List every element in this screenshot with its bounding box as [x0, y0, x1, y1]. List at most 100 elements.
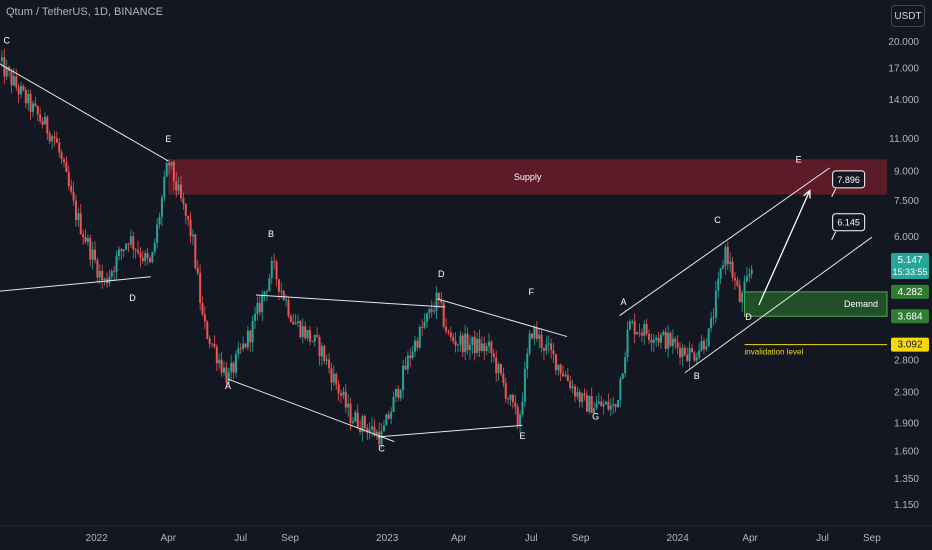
candle-body — [643, 324, 645, 336]
candle-body — [65, 162, 67, 172]
candle-body — [481, 343, 483, 350]
candle-body — [37, 106, 39, 114]
candle-body — [715, 291, 717, 318]
candle-body — [686, 355, 688, 361]
candle-body — [173, 162, 175, 181]
currency-button[interactable]: USDT — [891, 5, 925, 27]
x-tick-label: Sep — [863, 533, 881, 544]
wave-label: B — [694, 371, 700, 381]
candle-body — [717, 279, 719, 291]
candle-body — [168, 163, 170, 165]
candle-body — [218, 360, 220, 364]
candle-body — [646, 324, 648, 334]
wave-label: B — [268, 229, 274, 239]
candle-body — [483, 343, 485, 351]
candle-body — [147, 253, 149, 258]
candle-body — [388, 415, 390, 419]
candle-body — [433, 311, 435, 312]
candle-body — [178, 184, 180, 190]
candle-body — [211, 344, 213, 345]
candle-body — [584, 394, 586, 396]
candle-body — [116, 256, 118, 272]
candle-body — [471, 337, 473, 345]
candle-body — [693, 352, 695, 360]
candle-body — [660, 335, 662, 343]
candle-body — [665, 332, 667, 349]
wave-label: D — [129, 293, 136, 303]
candle-body — [744, 281, 746, 292]
candle-body — [655, 338, 657, 340]
candle-body — [469, 345, 471, 350]
candle-body — [151, 252, 153, 262]
candle-body — [631, 321, 633, 322]
x-tick-label: Jul — [234, 533, 247, 544]
candle-body — [674, 339, 676, 343]
x-tick-label: 2023 — [376, 533, 399, 544]
candle-body — [0, 61, 1, 62]
candle-body — [627, 330, 629, 357]
candle-body — [163, 177, 165, 198]
candle-body — [159, 217, 161, 225]
candle-body — [488, 342, 490, 347]
candle-body — [619, 379, 621, 400]
y-tick-label: 7.500 — [894, 196, 919, 207]
candle-body — [330, 368, 332, 382]
candle-body — [505, 383, 507, 399]
x-tick-label: Jul — [525, 533, 538, 544]
candle-body — [92, 250, 94, 260]
candle-body — [101, 271, 103, 280]
candle-body — [82, 234, 84, 237]
candle-body — [192, 235, 194, 237]
candle-body — [581, 394, 583, 402]
candle-body — [295, 323, 297, 324]
trendline — [378, 425, 523, 437]
candle-body — [724, 247, 726, 266]
wave-label: C — [378, 443, 385, 453]
candle-body — [202, 303, 204, 314]
candle-body — [533, 328, 535, 339]
candle-body — [607, 402, 609, 410]
candle-body — [347, 404, 349, 408]
candle-body — [223, 368, 225, 373]
candle-body — [166, 163, 168, 177]
candle-body — [562, 373, 564, 376]
price-tag-value: 3.092 — [897, 340, 922, 351]
candle-body — [545, 344, 547, 351]
price-tag-value: 5.147 — [897, 255, 922, 266]
wave-label: F — [528, 287, 534, 297]
candle-body — [385, 415, 387, 426]
candle-body — [187, 216, 189, 220]
candle-body — [299, 321, 301, 337]
candle-body — [247, 331, 249, 348]
y-tick-label: 20.000 — [888, 37, 919, 48]
candle-body — [75, 201, 77, 221]
candle-body — [529, 334, 531, 354]
x-tick-label: Apr — [161, 533, 177, 544]
candle-body — [311, 341, 313, 342]
candle-body — [416, 341, 418, 348]
candle-body — [156, 224, 158, 242]
y-tick-label: 1.350 — [894, 474, 919, 485]
candle-body — [237, 348, 239, 354]
zone-label: Supply — [514, 172, 542, 182]
candle-body — [478, 339, 480, 351]
candle-body — [15, 76, 17, 87]
candle-body — [283, 291, 285, 300]
candle-body — [345, 392, 347, 408]
candle-body — [20, 86, 22, 94]
candle-body — [553, 350, 555, 354]
candle-body — [194, 235, 196, 268]
candle-body — [302, 326, 304, 337]
candle-body — [736, 281, 738, 286]
candle-body — [438, 293, 440, 300]
wave-label: A — [621, 297, 627, 307]
candle-body — [149, 258, 151, 262]
candle-body — [333, 374, 335, 383]
candle-body — [244, 344, 246, 348]
x-tick-label: 2022 — [86, 533, 109, 544]
candle-body — [350, 404, 352, 424]
candle-body — [32, 103, 34, 111]
candle-body — [667, 333, 669, 349]
candle-body — [746, 276, 748, 281]
